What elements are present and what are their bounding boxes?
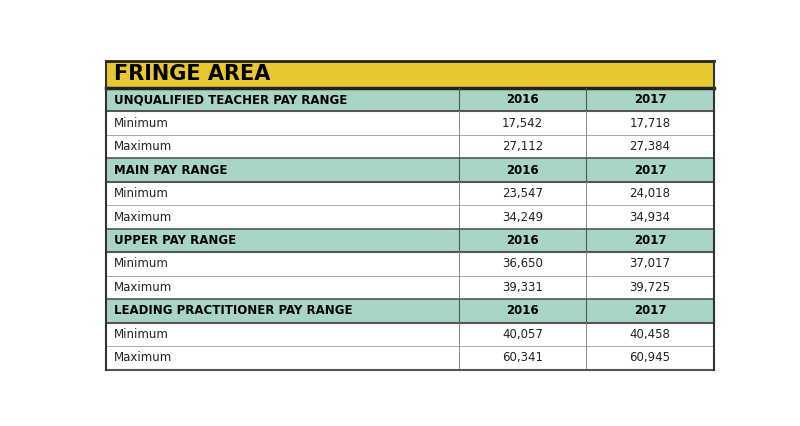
Text: 2016: 2016 <box>506 93 538 106</box>
Text: Minimum: Minimum <box>114 187 169 200</box>
Text: 2017: 2017 <box>634 234 666 247</box>
Text: Maximum: Maximum <box>114 351 173 364</box>
Bar <box>106 252 714 276</box>
Text: 2016: 2016 <box>506 234 538 247</box>
Bar <box>106 88 714 112</box>
Text: 23,547: 23,547 <box>502 187 543 200</box>
Text: 36,650: 36,650 <box>502 257 543 271</box>
Text: UNQUALIFIED TEACHER PAY RANGE: UNQUALIFIED TEACHER PAY RANGE <box>114 93 347 106</box>
Text: Minimum: Minimum <box>114 117 169 130</box>
Text: Maximum: Maximum <box>114 210 173 224</box>
Text: 34,249: 34,249 <box>502 210 543 224</box>
Text: 17,542: 17,542 <box>502 117 543 130</box>
Bar <box>106 229 714 252</box>
Text: 39,725: 39,725 <box>630 281 670 294</box>
Bar <box>106 299 714 322</box>
Text: Maximum: Maximum <box>114 140 173 153</box>
Text: UPPER PAY RANGE: UPPER PAY RANGE <box>114 234 236 247</box>
Bar <box>106 182 714 205</box>
Text: Minimum: Minimum <box>114 257 169 271</box>
Text: 34,934: 34,934 <box>630 210 670 224</box>
Bar <box>106 158 714 182</box>
Text: 39,331: 39,331 <box>502 281 543 294</box>
Bar <box>106 346 714 369</box>
Text: 2016: 2016 <box>506 164 538 177</box>
Text: 17,718: 17,718 <box>630 117 670 130</box>
Text: 2016: 2016 <box>506 304 538 317</box>
Bar <box>106 135 714 158</box>
Text: FRINGE AREA: FRINGE AREA <box>114 64 270 84</box>
Bar <box>106 112 714 135</box>
Bar <box>106 322 714 346</box>
Text: 2017: 2017 <box>634 93 666 106</box>
Bar <box>106 276 714 299</box>
Text: 27,384: 27,384 <box>630 140 670 153</box>
Text: 60,945: 60,945 <box>630 351 670 364</box>
Text: 2017: 2017 <box>634 164 666 177</box>
Text: 2017: 2017 <box>634 304 666 317</box>
Text: Maximum: Maximum <box>114 281 173 294</box>
Text: MAIN PAY RANGE: MAIN PAY RANGE <box>114 164 228 177</box>
Text: 27,112: 27,112 <box>502 140 543 153</box>
Text: 37,017: 37,017 <box>630 257 670 271</box>
Text: LEADING PRACTITIONER PAY RANGE: LEADING PRACTITIONER PAY RANGE <box>114 304 353 317</box>
Text: 60,341: 60,341 <box>502 351 543 364</box>
Bar <box>106 61 714 88</box>
Text: 40,458: 40,458 <box>630 328 670 341</box>
Bar <box>106 205 714 229</box>
Text: 24,018: 24,018 <box>630 187 670 200</box>
Text: Minimum: Minimum <box>114 328 169 341</box>
Text: 40,057: 40,057 <box>502 328 543 341</box>
